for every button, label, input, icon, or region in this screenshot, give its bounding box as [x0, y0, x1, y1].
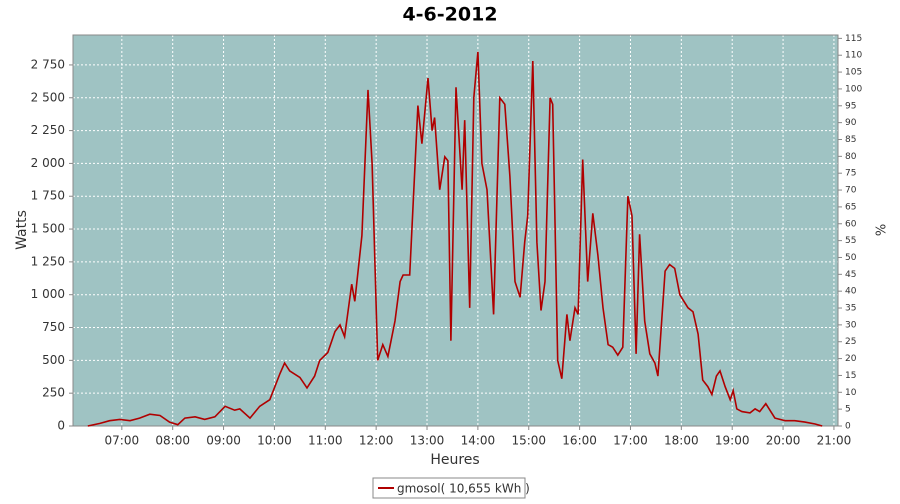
x-tick-label: 09:00: [206, 434, 241, 448]
x-tick-label: 18:00: [664, 434, 699, 448]
y-tick-label: 500: [42, 353, 65, 367]
y-tick-label: 2 250: [31, 123, 65, 137]
y-tick-label: 2 750: [31, 57, 65, 71]
y-tick-label: 1 500: [31, 222, 65, 236]
x-axis-label: Heures: [430, 452, 479, 468]
y2-tick-label: 75: [845, 169, 856, 179]
y2-tick-label: 100: [845, 84, 862, 94]
x-tick-label: 12:00: [359, 434, 394, 448]
y2-tick-label: 110: [845, 51, 862, 61]
x-tick-label: 14:00: [461, 434, 496, 448]
y2-tick-label: 20: [845, 354, 857, 364]
y-tick-label: 2 000: [31, 156, 65, 170]
y2-tick-label: 105: [845, 68, 862, 78]
y2-tick-label: 95: [845, 101, 856, 111]
y2-tick-label: 40: [845, 287, 857, 297]
y-tick-label: 0: [57, 419, 65, 433]
y2-tick-label: 90: [845, 118, 857, 128]
y2-tick-label: 50: [845, 253, 857, 263]
y2-tick-label: 5: [845, 405, 851, 415]
y2-tick-label: 15: [845, 371, 856, 381]
y2-tick-label: 115: [845, 34, 862, 44]
x-tick-label: 20:00: [766, 434, 801, 448]
legend-box: [372, 477, 526, 499]
y2-tick-label: 80: [845, 152, 857, 162]
x-tick-label: 10:00: [257, 434, 292, 448]
y2-tick-label: 65: [845, 202, 856, 212]
x-tick-label: 21:00: [817, 434, 852, 448]
y-axis-label: Watts: [14, 210, 30, 250]
x-tick-label: 08:00: [155, 434, 190, 448]
y2-tick-label: 0: [845, 422, 851, 432]
y2-tick-label: 85: [845, 135, 856, 145]
y2-tick-label: 35: [845, 304, 856, 314]
y2-tick-label: 25: [845, 337, 856, 347]
x-tick-label: 13:00: [410, 434, 445, 448]
y-tick-label: 2 500: [31, 90, 65, 104]
legend-label: gmosol( 10,655 kWh ): [397, 482, 530, 496]
y-tick-label: 750: [42, 320, 65, 334]
y2-tick-label: 10: [845, 388, 857, 398]
x-tick-label: 11:00: [308, 434, 343, 448]
y2-tick-label: 30: [845, 320, 857, 330]
data-line: [87, 51, 823, 427]
x-tick-label: 17:00: [613, 434, 648, 448]
y-tick-label: 1 750: [31, 189, 65, 203]
y-tick-label: 250: [42, 386, 65, 400]
x-tick-label: 16:00: [562, 434, 597, 448]
chart-title: 4-6-2012: [402, 4, 497, 26]
x-tick-label: 07:00: [105, 434, 140, 448]
y2-tick-label: 70: [845, 186, 857, 196]
y2-tick-label: 55: [845, 236, 856, 246]
y2-tick-label: 45: [845, 270, 856, 280]
y2-tick-label: 60: [845, 219, 857, 229]
y-tick-label: 1 000: [31, 287, 65, 301]
x-tick-label: 15:00: [511, 434, 546, 448]
y-tick-label: 1 250: [31, 254, 65, 268]
x-tick-label: 19:00: [715, 434, 750, 448]
y2-axis-label: %: [875, 224, 890, 236]
plot-frame: [72, 34, 839, 427]
